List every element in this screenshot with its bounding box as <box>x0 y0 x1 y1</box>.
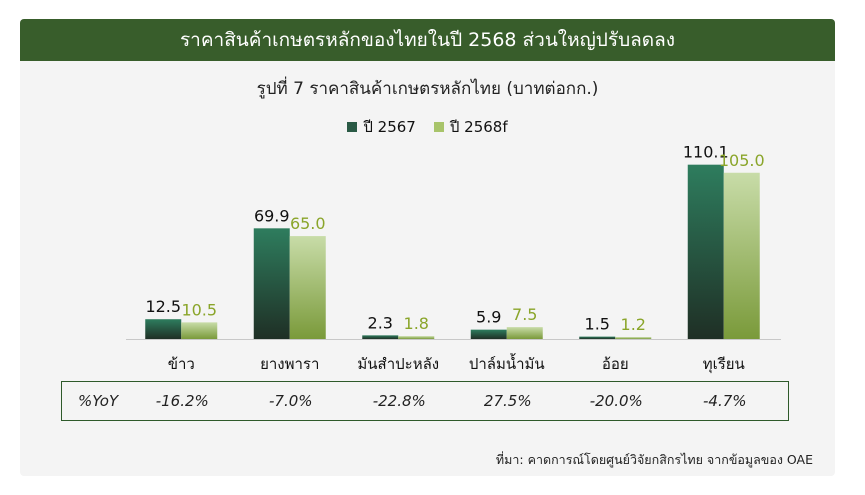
data-label-2567-5: 110.1 <box>683 143 729 162</box>
yoy-value-0: -16.2% <box>155 392 209 410</box>
bar-2567-0 <box>145 319 182 339</box>
yoy-value-3: 27.5% <box>483 392 532 410</box>
page-title: ราคาสินค้าเกษตรหลักของไทยในปี 2568 ส่วนใ… <box>20 19 835 61</box>
legend-item-2567: ปี 2567 <box>347 115 416 139</box>
source-note: ที่มา: คาดการณ์โดยศูนย์วิจัยกสิกรไทย จาก… <box>495 452 813 467</box>
bar-2568f-3 <box>506 327 543 339</box>
bar-2567-4 <box>579 336 616 339</box>
bar-2568f-5 <box>723 172 760 339</box>
category-label-5: ทุเรียน <box>703 355 745 374</box>
category-label-3: ปาล์มน้ำมัน <box>469 353 545 373</box>
data-label-2568f-5: 105.0 <box>719 151 765 170</box>
chart-legend: ปี 2567 ปี 2568f <box>20 115 835 139</box>
yoy-label: %YoY <box>78 392 119 410</box>
data-label-2567-4: 1.5 <box>585 315 610 334</box>
category-label-0: ข้าว <box>168 355 195 373</box>
yoy-value-2: -22.8% <box>372 392 426 410</box>
bar-2568f-4 <box>615 337 652 339</box>
bar-2567-5 <box>687 164 724 339</box>
bar-2567-1 <box>253 228 290 339</box>
legend-label-2567: ปี 2567 <box>363 118 416 136</box>
bar-2567-3 <box>470 329 507 339</box>
data-label-2567-1: 69.9 <box>254 206 290 225</box>
yoy-value-1: -7.0% <box>268 392 313 410</box>
category-label-4: อ้อย <box>602 355 629 373</box>
data-label-2567-3: 5.9 <box>476 308 501 327</box>
data-label-2568f-4: 1.2 <box>621 315 646 334</box>
page-title-text: ราคาสินค้าเกษตรหลักของไทยในปี 2568 ส่วนใ… <box>179 29 676 51</box>
data-label-2567-2: 2.3 <box>368 313 393 332</box>
bar-2568f-1 <box>289 236 326 339</box>
data-label-2568f-3: 7.5 <box>512 305 537 324</box>
yoy-table: %YoY -16.2% -7.0% -22.8% 27.5% -20.0% -4.7% <box>61 381 789 421</box>
data-label-2567-0: 12.5 <box>145 297 181 316</box>
chart-title: รูปที่ 7 ราคาสินค้าเกษตรหลักไทย (บาทต่อก… <box>256 79 599 99</box>
legend-label-2568f: ปี 2568f <box>449 118 508 136</box>
bar-chart: 12.5 10.5 ข้าว 69.9 65.0 ยางพารา 2.3 1.8 มันสำปะ… <box>126 143 781 374</box>
category-label-2: มันสำปะหลัง <box>357 355 439 373</box>
data-label-2568f-1: 65.0 <box>290 214 326 233</box>
bar-2568f-0 <box>181 322 218 339</box>
data-label-2568f-0: 10.5 <box>181 300 217 319</box>
yoy-value-4: -20.0% <box>589 392 643 410</box>
bar-2567-2 <box>362 335 399 339</box>
chart-card: ราคาสินค้าเกษตรหลักของไทยในปี 2568 ส่วนใ… <box>20 19 835 476</box>
legend-swatch-2567 <box>347 122 358 132</box>
data-label-2568f-2: 1.8 <box>404 314 429 333</box>
legend-swatch-2568f <box>433 122 444 132</box>
bar-2568f-2 <box>398 336 435 339</box>
yoy-value-5: -4.7% <box>702 392 747 410</box>
category-label-1: ยางพารา <box>260 355 319 373</box>
legend-item-2568f: ปี 2568f <box>433 115 508 139</box>
